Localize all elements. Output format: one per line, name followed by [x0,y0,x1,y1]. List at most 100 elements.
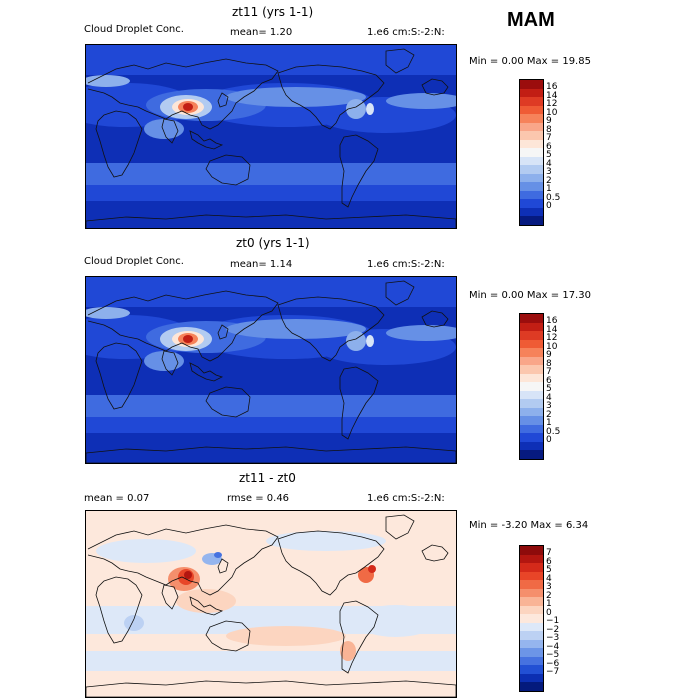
coastline [87,524,279,596]
coastline [217,558,229,574]
colorbar-swatch [520,656,543,666]
colorbar-swatch [520,173,543,183]
coastline [86,214,456,228]
coastline [205,154,251,186]
coastline [189,596,224,616]
colorbar-swatch [520,190,543,200]
panel1-colorbar [519,79,544,226]
colorbar-tick-label: −2 [546,624,560,635]
coastline [217,92,229,108]
colorbar-swatch [520,614,543,624]
coastline [205,620,251,652]
panel3-title: zt11 - zt0 [239,471,296,485]
field-contour [340,641,356,661]
coastline [277,530,385,596]
colorbar-tick-label: −1 [546,616,560,627]
coastline [161,350,179,376]
field-contour [366,335,374,347]
colorbar-tick-label: 6 [546,375,552,386]
colorbar-tick-label: 5 [546,384,552,395]
colorbar-swatch [520,407,543,417]
colorbar-swatch [520,139,543,149]
panel3-map-canvas [86,511,456,697]
coastline [421,544,449,562]
coastline [339,134,379,208]
colorbar-swatch [520,563,543,573]
field-contour [86,75,130,87]
colorbar-tick-label: 9 [546,116,552,127]
colorbar-tick-label: −3 [546,633,560,644]
field-band [86,395,456,417]
colorbar-tick-label: 10 [546,107,558,118]
coastline [277,296,385,362]
colorbar-swatch [520,199,543,209]
coastline [87,290,279,362]
colorbar-tick-label: 10 [546,341,558,352]
colorbar-tick-label: 14 [546,324,558,335]
colorbar-tick-label: −6 [546,658,560,669]
coastline [95,110,143,178]
colorbar-tick-label: 1 [546,599,552,610]
colorbar-swatch [520,148,543,158]
coastline [189,362,224,382]
coastline [95,576,143,644]
colorbar-swatch [520,580,543,590]
colorbar-tick-label: 2 [546,409,552,420]
coastline [385,48,415,74]
colorbar-swatch [520,356,543,366]
colorbar-swatch [520,207,543,217]
field-contour [226,87,366,107]
colorbar-tick-label: 3 [546,582,552,593]
panel1-map-canvas [86,45,456,228]
field-contour [368,565,376,573]
field-contour [176,589,236,613]
panel1-title: zt11 (yrs 1-1) [232,5,314,19]
colorbar-tick-label: 2 [546,590,552,601]
colorbar-swatch [520,105,543,115]
field-contour [366,103,374,115]
field-band [86,163,456,185]
colorbar-swatch [520,433,543,443]
colorbar-tick-label: 2 [546,175,552,186]
colorbar-tick-label: 12 [546,333,558,344]
colorbar-tick-label: 0.5 [546,426,561,437]
coastline [161,584,179,610]
panel2-map [85,276,457,464]
colorbar-swatch [520,390,543,400]
field-contour [183,103,193,111]
colorbar-swatch [520,673,543,683]
field-contour [144,351,184,371]
panel3-rmse-label: rmse = 0.46 [227,493,290,504]
panel1-minmax: Min = 0.00 Max = 19.85 [469,56,591,67]
field-contour [226,319,366,339]
colorbar-tick-label: 5 [546,565,552,576]
coastline [385,280,415,306]
colorbar-swatch [520,554,543,564]
colorbar-swatch [520,665,543,675]
colorbar-swatch [520,682,543,692]
colorbar-swatch [520,88,543,98]
panel3-minmax: Min = -3.20 Max = 6.34 [469,520,589,531]
colorbar-tick-label: 4 [546,158,552,169]
colorbar-tick-label: 14 [546,90,558,101]
colorbar-tick-label: 1 [546,418,552,429]
colorbar-swatch [520,441,543,451]
colorbar-tick-label: 6 [546,556,552,567]
colorbar-swatch [520,631,543,641]
colorbar-swatch [520,588,543,598]
coastline [277,64,385,130]
field-contour [96,539,196,563]
coastline [86,446,456,463]
field-contour [214,552,222,558]
colorbar-tick-label: 7 [546,133,552,144]
colorbar-tick-label: 16 [546,316,558,327]
colorbar-tick-label: 5 [546,150,552,161]
panel2-variable-label: Cloud Droplet Conc. [84,256,184,267]
colorbar-swatch [520,156,543,166]
field-contour [386,93,456,109]
coastline [339,366,379,440]
panel2-colorbar [519,313,544,460]
colorbar-swatch [520,639,543,649]
colorbar-swatch [520,622,543,632]
colorbar-tick-label: 8 [546,358,552,369]
